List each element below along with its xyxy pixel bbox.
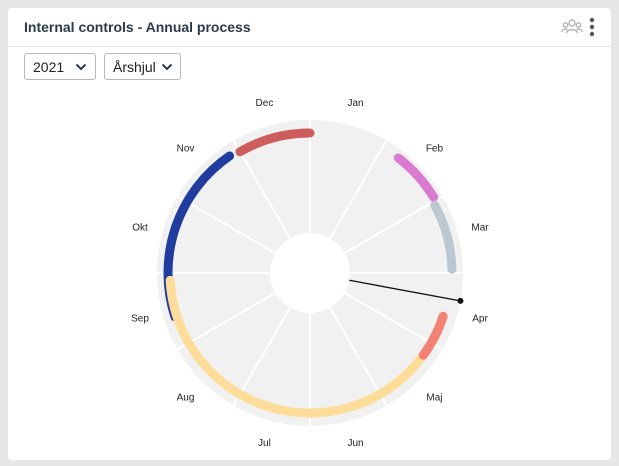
year-dropdown-value: 2021 <box>33 59 65 75</box>
month-label-aug: Aug <box>177 392 195 403</box>
users-icon[interactable] <box>561 17 583 35</box>
month-divider <box>329 139 388 239</box>
view-dropdown[interactable]: Årshjul <box>104 53 181 80</box>
month-label-sep: Sep <box>131 314 149 325</box>
chevron-down-icon <box>161 63 173 71</box>
month-divider <box>344 292 444 351</box>
activity-arc[interactable] <box>393 153 439 202</box>
month-label-mar: Mar <box>471 222 489 233</box>
month-divider <box>232 307 291 407</box>
month-label-jan: Jan <box>347 98 363 109</box>
month-divider <box>329 307 388 407</box>
month-label-jul: Jul <box>258 438 271 449</box>
month-label-feb: Feb <box>426 144 444 155</box>
widget-header: Internal controls - Annual process <box>8 8 611 47</box>
month-label-apr: Apr <box>472 314 488 325</box>
today-marker-line <box>349 279 461 302</box>
activity-arc[interactable] <box>235 128 315 157</box>
today-marker-dot <box>457 297 464 304</box>
annual-wheel[interactable]: Jan Feb Mar Apr Maj Jun Jul Aug Sep Okt Nov Dec <box>8 8 611 460</box>
wheel-center <box>270 233 350 313</box>
month-label-maj: Maj <box>426 392 442 403</box>
month-label-nov: Nov <box>177 144 195 155</box>
month-divider <box>176 292 276 351</box>
month-label-jun: Jun <box>347 438 363 449</box>
month-divider <box>344 195 444 254</box>
more-vertical-icon[interactable] <box>587 16 597 38</box>
month-label-okt: Okt <box>132 222 148 233</box>
chevron-down-icon <box>75 63 87 71</box>
annual-process-widget: Internal controls - Annual process 2021 … <box>8 8 611 460</box>
widget-title: Internal controls - Annual process <box>24 19 251 35</box>
year-dropdown[interactable]: 2021 <box>24 53 96 80</box>
month-divider <box>232 139 291 239</box>
month-label-dec: Dec <box>256 98 274 109</box>
activity-arc[interactable] <box>430 200 457 274</box>
activity-arc[interactable] <box>165 275 448 418</box>
activity-arc[interactable] <box>418 311 448 360</box>
month-divider <box>176 195 276 254</box>
view-dropdown-value: Årshjul <box>113 59 156 75</box>
